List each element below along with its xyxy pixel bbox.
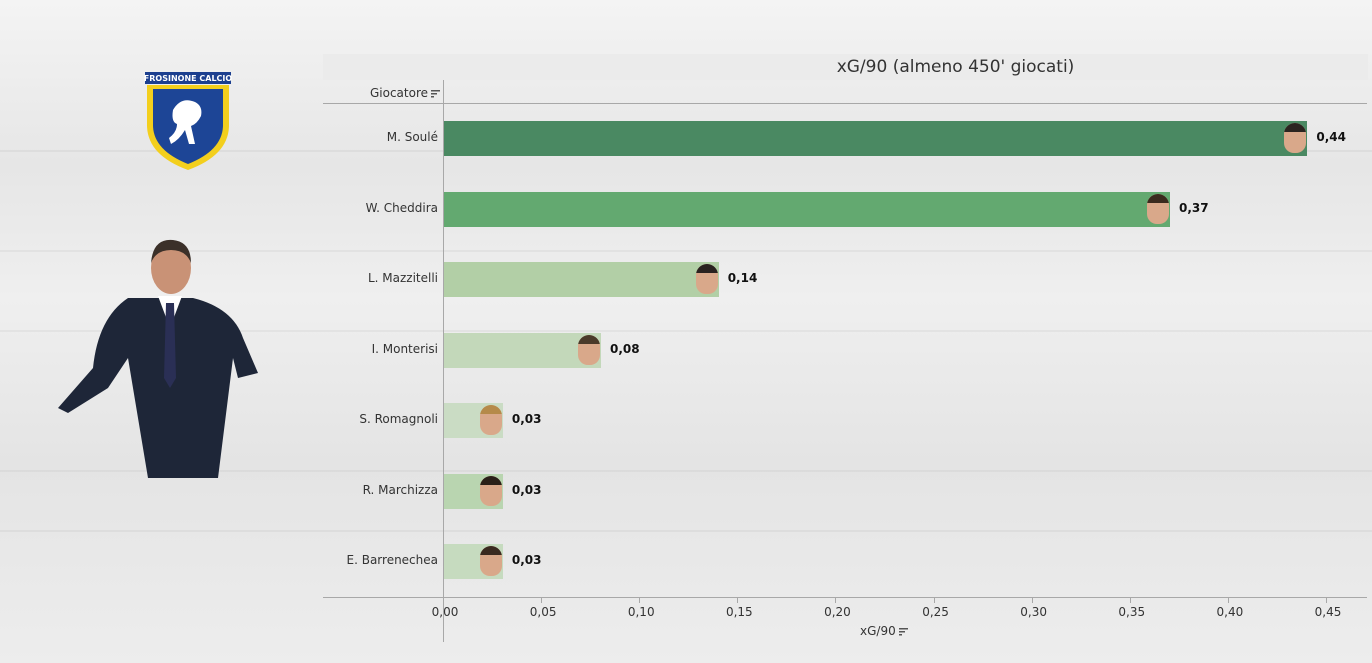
- frosinone-logo: FROSINONE CALCIO: [144, 72, 233, 170]
- header-divider: [323, 103, 1367, 104]
- x-tick: [541, 598, 543, 603]
- player-label: R. Marchizza: [362, 482, 438, 497]
- player-label: M. Soulé: [386, 130, 438, 144]
- value-label: 0,44: [1316, 130, 1346, 144]
- player-photo: [479, 475, 502, 506]
- x-tick: [835, 598, 837, 603]
- y-axis-line: [443, 80, 444, 642]
- sort-icon[interactable]: [898, 627, 908, 636]
- x-tick-label: 0,40: [1216, 605, 1244, 619]
- sort-icon[interactable]: [431, 89, 440, 98]
- value-label: 0,08: [609, 341, 640, 356]
- x-tick: [1227, 598, 1229, 603]
- x-tick: [1031, 598, 1033, 603]
- x-axis-title[interactable]: xG/90: [860, 624, 908, 638]
- x-tick-label: 0,45: [1314, 605, 1342, 619]
- player-label: I. Monterisi: [371, 341, 438, 356]
- row-header-label: Giocatore: [369, 86, 428, 100]
- row-header[interactable]: Giocatore: [323, 86, 440, 100]
- x-axis-line: [323, 597, 1367, 598]
- value-label: 0,14: [727, 271, 758, 285]
- player-photo: [1147, 193, 1170, 224]
- player-label: L. Mazzitelli: [367, 271, 438, 285]
- x-tick: [1129, 598, 1131, 603]
- x-tick: [933, 598, 935, 603]
- x-axis-label: xG/90: [860, 624, 896, 638]
- x-tick-label: 0,20: [824, 605, 851, 619]
- x-tick: [443, 598, 444, 603]
- player-label: S. Romagnoli: [359, 412, 438, 426]
- x-tick: [639, 598, 641, 603]
- x-tick: [1326, 598, 1327, 603]
- bar-i-monterisi[interactable]: [444, 332, 601, 368]
- x-tick: [737, 598, 739, 603]
- x-tick-label: 0,25: [922, 605, 949, 619]
- bar-m-soul-[interactable]: [444, 121, 1308, 156]
- svg-text:FROSINONE CALCIO: FROSINONE CALCIO: [144, 74, 233, 83]
- player-photo: [479, 405, 502, 435]
- value-label: 0,03: [511, 553, 542, 567]
- bar-l-mazzitelli[interactable]: [444, 262, 719, 297]
- player-label: W. Cheddira: [365, 200, 438, 215]
- coach-photo: [58, 239, 258, 478]
- x-tick-label: 0,35: [1118, 605, 1146, 619]
- x-tick-label: 0,10: [627, 605, 655, 619]
- player-photo: [1284, 123, 1307, 153]
- player-photo: [695, 264, 718, 294]
- x-tick-label: 0,15: [725, 605, 753, 619]
- player-photo: [479, 546, 502, 576]
- player-photo: [577, 334, 600, 365]
- bar-w-cheddira[interactable]: [444, 191, 1171, 227]
- x-tick-label: 0,30: [1020, 605, 1048, 619]
- x-tick-label: 0,00: [431, 605, 459, 619]
- x-tick-label: 0,05: [529, 605, 557, 619]
- value-label: 0,03: [511, 412, 542, 426]
- player-label: E. Barrenechea: [346, 553, 439, 567]
- value-label: 0,03: [511, 482, 542, 497]
- chart-title: xG/90 (almeno 450' giocati): [323, 54, 1368, 80]
- value-label: 0,37: [1179, 200, 1209, 215]
